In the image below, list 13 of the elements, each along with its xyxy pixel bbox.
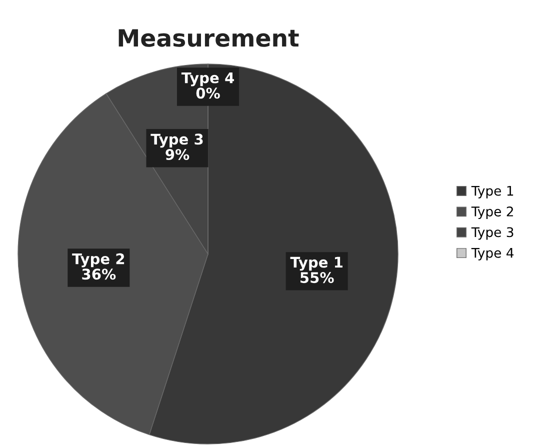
data-label: 36% — [82, 268, 116, 280]
legend-label: Type 1 — [471, 186, 514, 198]
data-label: 55% — [300, 272, 334, 284]
legend-label: Type 2 — [471, 206, 513, 220]
slice-label: Type 3 — [150, 134, 203, 148]
text: 0% — [196, 88, 220, 99]
slice-label: Type 1 — [290, 256, 342, 271]
category-label: Type 4 — [181, 72, 234, 86]
slice-label: Type 2 — [72, 253, 124, 268]
data-label: 9% — [166, 148, 190, 160]
legend-label: Type 4 — [471, 248, 514, 260]
chart-title: Measurement — [118, 29, 299, 47]
legend-label: Type 3 — [471, 227, 514, 240]
